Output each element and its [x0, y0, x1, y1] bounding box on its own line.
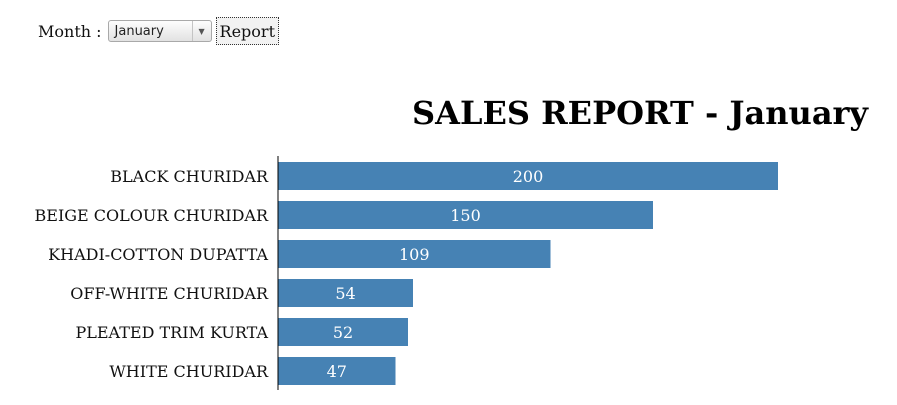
- value-label: 52: [333, 323, 353, 342]
- month-select[interactable]: January ▼: [107, 20, 212, 42]
- category-label: BLACK CHURIDAR: [110, 167, 269, 186]
- report-controls: Month : January ▼ Report: [38, 16, 279, 46]
- value-label: 109: [399, 245, 430, 264]
- bar: [278, 318, 408, 346]
- category-label: PLEATED TRIM KURTA: [75, 323, 268, 342]
- bar: [278, 279, 413, 307]
- chevron-down-icon[interactable]: ▼: [191, 21, 211, 41]
- category-label: BEIGE COLOUR CHURIDAR: [35, 206, 269, 225]
- bar: [278, 162, 778, 190]
- bar: [278, 201, 653, 229]
- category-label: KHADI-COTTON DUPATTA: [48, 245, 268, 264]
- category-label: WHITE CHURIDAR: [109, 362, 269, 381]
- category-label: OFF-WHITE CHURIDAR: [70, 284, 269, 303]
- value-label: 47: [327, 362, 347, 381]
- report-button[interactable]: Report: [215, 17, 279, 45]
- month-label: Month :: [38, 21, 102, 41]
- chart-title: SALES REPORT - January: [412, 94, 868, 132]
- month-select-value: January: [114, 23, 164, 39]
- bar: [278, 240, 551, 268]
- value-label: 54: [335, 284, 355, 303]
- bar: [278, 357, 396, 385]
- value-label: 150: [450, 206, 481, 225]
- value-label: 200: [513, 167, 544, 186]
